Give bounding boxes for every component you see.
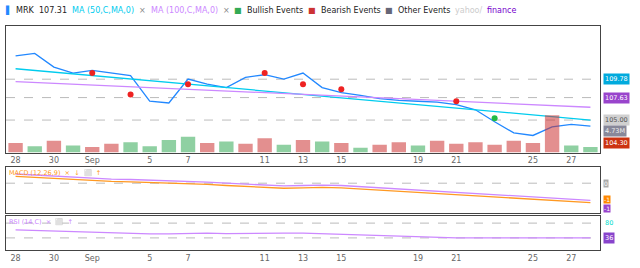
svg-text:RSI (14,C) × ⬜ ↑: RSI (14,C) × ⬜ ↑ [9, 218, 73, 226]
svg-text:■: ■ [385, 6, 393, 15]
svg-text:×: × [139, 6, 146, 15]
svg-text:7: 7 [185, 254, 190, 263]
svg-text:7: 7 [185, 156, 190, 165]
svg-text:yahoo/: yahoo/ [455, 6, 482, 15]
svg-text:15: 15 [336, 156, 346, 165]
svg-text:▌: ▌ [5, 5, 12, 15]
svg-text:104.30: 104.30 [605, 139, 628, 147]
svg-text:109.78: 109.78 [605, 75, 628, 83]
svg-text:13: 13 [298, 156, 308, 165]
svg-text:25: 25 [528, 156, 538, 165]
svg-text:30: 30 [49, 156, 59, 165]
svg-text:105.00: 105.00 [605, 116, 628, 124]
svg-text:19: 19 [413, 254, 423, 263]
svg-text:80: 80 [605, 219, 613, 227]
svg-text:28: 28 [10, 156, 20, 165]
svg-text:-1: -1 [604, 205, 610, 212]
svg-text:27: 27 [566, 254, 576, 263]
svg-text:MACD (12,26,9) × ↓ ⬜ ↑: MACD (12,26,9) × ↓ ⬜ ↑ [9, 169, 101, 177]
svg-text:4.73M: 4.73M [605, 127, 625, 135]
svg-text:finance: finance [487, 6, 516, 15]
svg-text:15: 15 [336, 254, 346, 263]
svg-text:Bearish Events: Bearish Events [321, 6, 381, 15]
svg-text:107.63: 107.63 [605, 94, 628, 102]
svg-text:■: ■ [308, 6, 316, 15]
svg-text:×: × [223, 6, 230, 15]
svg-text:5: 5 [147, 156, 152, 165]
svg-text:36: 36 [605, 234, 613, 242]
svg-text:11: 11 [260, 254, 270, 263]
svg-text:Sep: Sep [85, 156, 100, 165]
svg-text:19: 19 [413, 156, 423, 165]
svg-text:27: 27 [566, 156, 576, 165]
svg-text:21: 21 [451, 156, 461, 165]
svg-text:-1: -1 [604, 196, 610, 203]
svg-text:30: 30 [49, 254, 59, 263]
svg-text:28: 28 [10, 254, 20, 263]
svg-text:13: 13 [298, 254, 308, 263]
svg-text:11: 11 [260, 156, 270, 165]
svg-text:MA (50,C,MA,0): MA (50,C,MA,0) [72, 6, 134, 15]
svg-text:0: 0 [604, 180, 608, 187]
svg-text:5: 5 [147, 254, 152, 263]
svg-text:MA (100,C,MA,0): MA (100,C,MA,0) [151, 6, 218, 15]
svg-text:Bullish Events: Bullish Events [247, 6, 303, 15]
svg-text:25: 25 [528, 254, 538, 263]
svg-text:21: 21 [451, 254, 461, 263]
svg-text:■: ■ [234, 6, 242, 15]
svg-text:Sep: Sep [85, 254, 100, 263]
svg-text:107.31: 107.31 [39, 6, 67, 15]
svg-text:Other Events: Other Events [398, 6, 450, 15]
svg-text:MRK: MRK [16, 6, 34, 15]
